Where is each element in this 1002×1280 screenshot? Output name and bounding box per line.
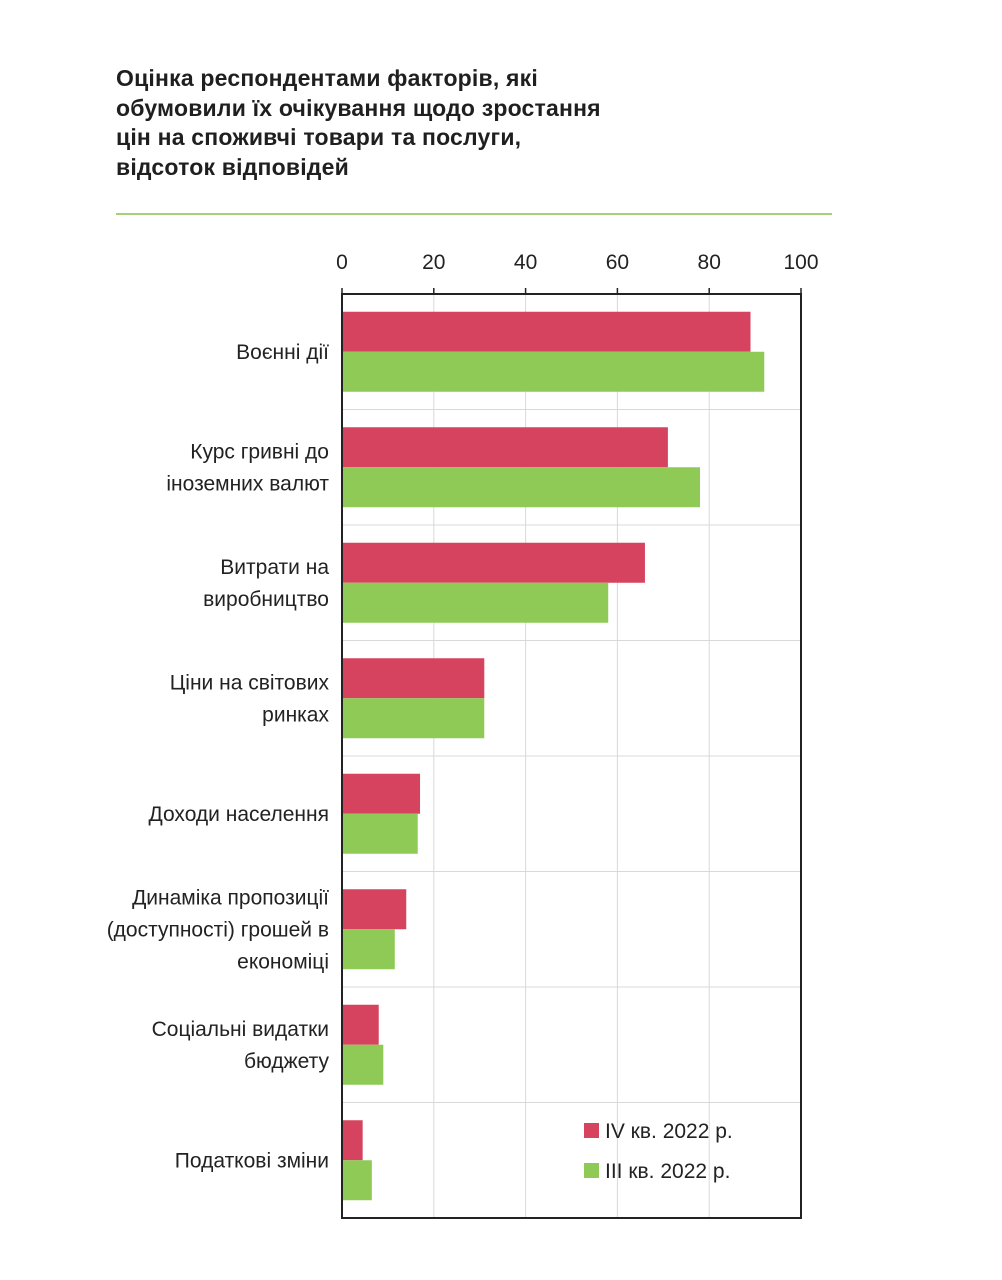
- category-label-line: Воєнні дії: [236, 341, 329, 364]
- title-line: Оцінка респондентами факторів, які: [116, 65, 538, 91]
- category-label: Ціни на світових ринках: [170, 671, 330, 726]
- category-label: Динаміка пропозиції (доступності) грошей …: [107, 886, 329, 973]
- category-label: Курс гривні до іноземних валют: [166, 440, 329, 495]
- bar-iv-q-2022: [342, 427, 668, 468]
- bar-iii-q-2022: [342, 467, 701, 508]
- category-label-line: ринках: [262, 703, 329, 726]
- bar-iv-q-2022: [342, 1120, 363, 1161]
- bar-iii-q-2022: [342, 1160, 372, 1201]
- category-label-line: (доступності) грошей в: [107, 918, 329, 941]
- bar-iii-q-2022: [342, 351, 765, 392]
- bar-iv-q-2022: [342, 542, 645, 583]
- legend-swatch: [584, 1123, 599, 1138]
- x-tick-label: 40: [514, 251, 537, 274]
- bar-iii-q-2022: [342, 698, 485, 739]
- category-label-line: Ціни на світових: [170, 671, 330, 694]
- category-label-line: Соціальні видатки: [152, 1018, 329, 1041]
- bar-iv-q-2022: [342, 889, 407, 930]
- category-label-line: іноземних валют: [166, 472, 329, 495]
- category-label-line: Податкові зміни: [175, 1149, 329, 1172]
- title-line: обумовили їх очікування щодо зростання: [116, 94, 601, 121]
- x-tick-label: 60: [606, 251, 629, 274]
- category-label-line: економіці: [237, 950, 329, 973]
- x-tick-label: 80: [698, 251, 721, 274]
- bar-iii-q-2022: [342, 1044, 384, 1085]
- x-tick-label: 20: [422, 251, 445, 274]
- legend-label: IV кв. 2022 р.: [605, 1120, 733, 1143]
- chart-title: Оцінка респондентами факторів, які обумо…: [116, 64, 836, 182]
- category-label-line: бюджету: [244, 1050, 329, 1073]
- plot-frame: [341, 293, 802, 1219]
- category-label: Соціальні видатки бюджету: [152, 1018, 330, 1073]
- title-line: відсоток відповідей: [116, 153, 349, 180]
- category-label: Витрати на виробництво: [203, 556, 329, 611]
- category-label: Воєнні дії: [236, 341, 329, 364]
- category-label-line: Курс гривні до: [190, 440, 329, 463]
- legend-swatch: [584, 1163, 599, 1178]
- category-label: Податкові зміни: [175, 1149, 329, 1172]
- x-tick-label: 0: [336, 251, 348, 274]
- category-label-line: Доходи населення: [149, 803, 329, 826]
- title-line: цін на споживчі товари та послуги,: [116, 124, 522, 150]
- category-label-line: Витрати на: [220, 556, 329, 579]
- bar-iv-q-2022: [342, 311, 751, 352]
- bar-iii-q-2022: [342, 813, 418, 854]
- category-label-line: виробництво: [203, 588, 329, 611]
- title-divider: [116, 213, 832, 215]
- legend-label: III кв. 2022 р.: [605, 1160, 730, 1183]
- bar-iv-q-2022: [342, 1004, 379, 1045]
- bar-iii-q-2022: [342, 929, 395, 970]
- category-label-line: Динаміка пропозиції: [132, 886, 329, 909]
- category-label: Доходи населення: [149, 803, 329, 826]
- bar-iii-q-2022: [342, 582, 609, 623]
- bar-iv-q-2022: [342, 658, 485, 699]
- x-tick-label: 100: [783, 251, 818, 274]
- bar-iv-q-2022: [342, 773, 421, 814]
